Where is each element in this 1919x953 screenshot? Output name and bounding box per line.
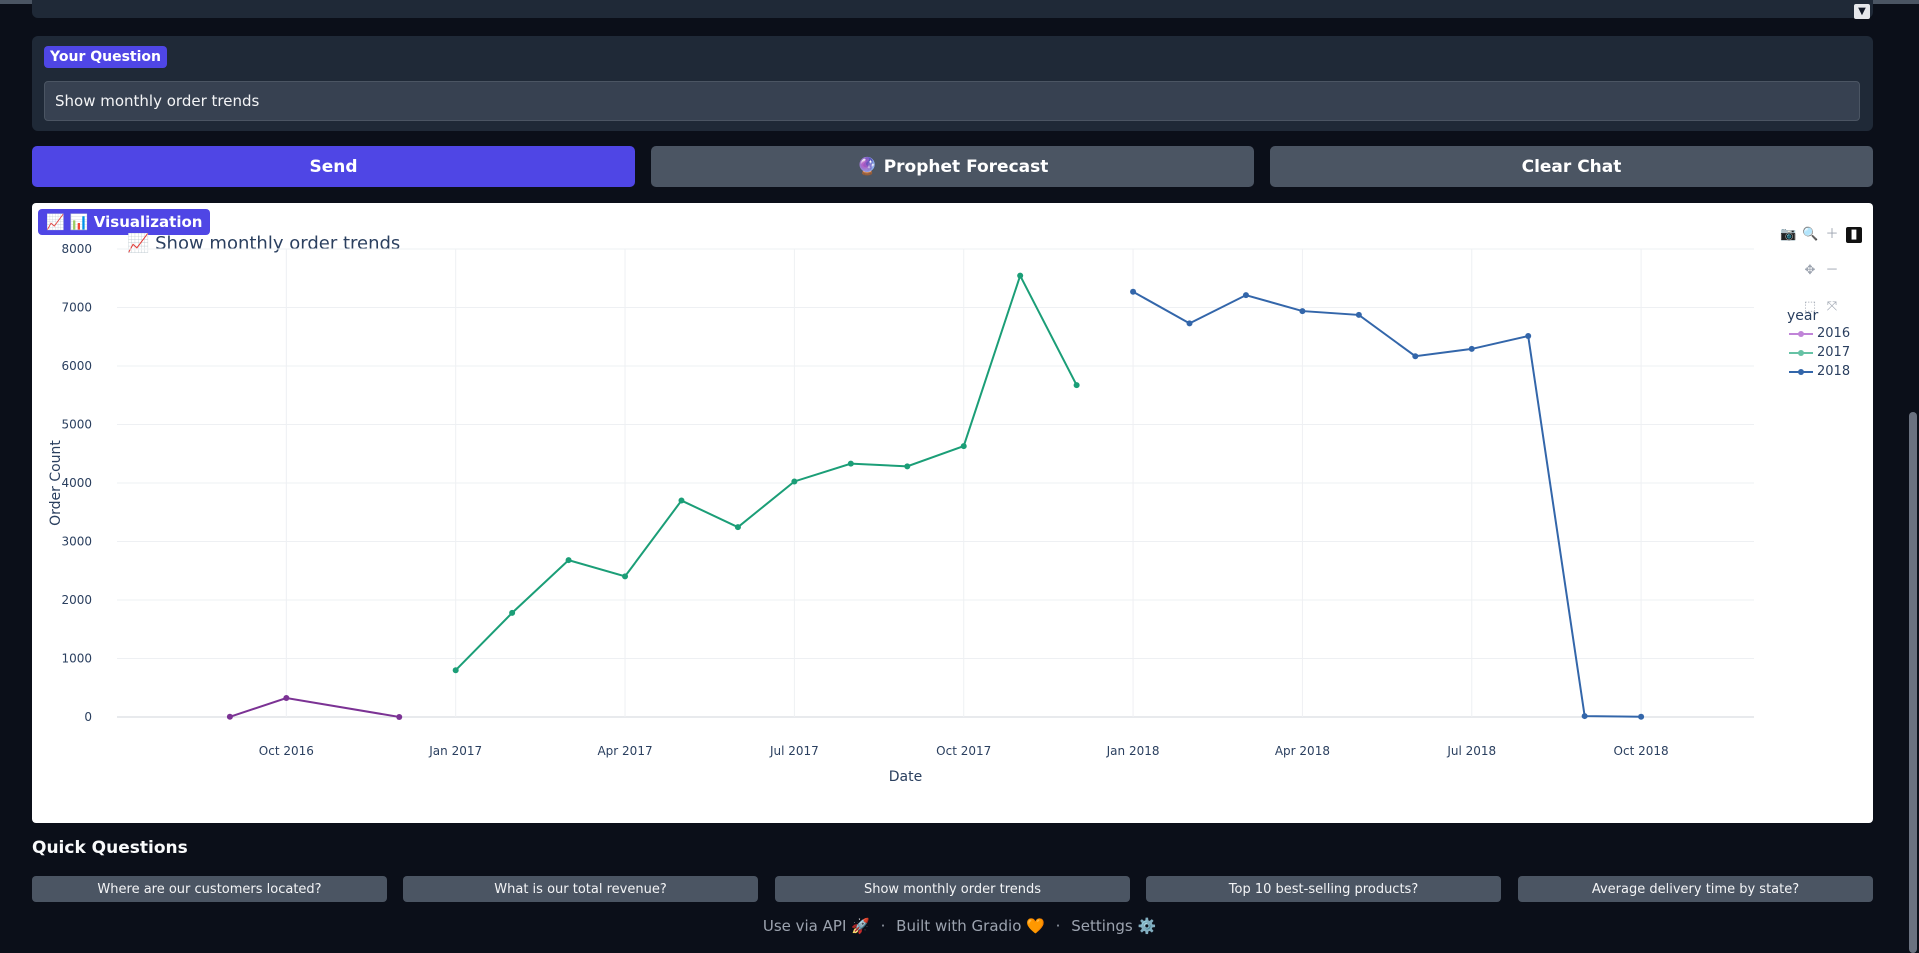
question-label: Your Question <box>44 46 167 68</box>
footer-separator: · <box>880 917 886 935</box>
legend-item-2016[interactable]: 2016 <box>1789 326 1850 341</box>
x-tick-label: Oct 2018 <box>1614 744 1669 758</box>
previous-panel-edge <box>32 0 1873 18</box>
data-point-2018 <box>1355 311 1362 318</box>
settings-link[interactable]: Settings ⚙️ <box>1071 917 1157 935</box>
series-line-2018 <box>1132 290 1642 718</box>
plotly-logo-icon[interactable]: ▮ <box>1846 227 1862 243</box>
x-tick-label: Oct 2017 <box>936 744 991 758</box>
chart-icon: 📈 <box>46 213 70 231</box>
x-tick-label: Oct 2016 <box>259 744 314 758</box>
clear-chat-button[interactable]: Clear Chat <box>1270 146 1873 187</box>
data-point-2017 <box>509 609 516 616</box>
data-point-2016 <box>396 713 403 720</box>
pan-icon[interactable]: ✥ <box>1804 263 1816 278</box>
data-point-2018 <box>1581 713 1588 720</box>
question-input[interactable] <box>44 81 1860 121</box>
zoom-out-icon[interactable]: － <box>1825 263 1839 278</box>
legend-item-2018[interactable]: 2018 <box>1789 364 1850 379</box>
x-tick-label: Jan 2018 <box>1106 744 1160 758</box>
y-tick-label: 7000 <box>61 301 92 315</box>
data-point-2017 <box>565 557 572 564</box>
visualization-panel: 📈 📊 Visualization 📈 Show monthly order t… <box>32 203 1873 823</box>
footer-separator: · <box>1055 917 1061 935</box>
data-point-2017 <box>847 460 854 467</box>
quick-questions-title: Quick Questions <box>32 838 188 858</box>
y-tick-label: 8000 <box>61 242 92 256</box>
legend-swatch-2016 <box>1789 330 1813 337</box>
data-point-2018 <box>1130 288 1137 295</box>
y-tick-label: 1000 <box>61 652 92 666</box>
box-select-icon[interactable]: ⬚ <box>1803 299 1817 314</box>
built-with-gradio-link[interactable]: Built with Gradio 🧡 <box>896 917 1045 935</box>
order-trend-chart[interactable]: 0 1000 2000 3000 4000 5000 6000 7000 8000 Oct 201… <box>32 203 1873 823</box>
data-point-2018 <box>1242 292 1249 299</box>
data-point-2018 <box>1299 308 1306 315</box>
data-point-2017 <box>960 443 967 450</box>
prophet-forecast-button[interactable]: 🔮 Prophet Forecast <box>651 146 1254 187</box>
y-tick-label: 0 <box>84 710 92 724</box>
x-tick-label: Jul 2018 <box>1446 744 1496 758</box>
y-tick-label: 2000 <box>61 593 92 607</box>
x-tick-label: Apr 2018 <box>1275 744 1330 758</box>
data-point-2017 <box>734 524 741 531</box>
y-axis-title: Order Count <box>48 440 64 526</box>
x-tick-label: Apr 2017 <box>597 744 652 758</box>
data-point-2017 <box>452 667 459 674</box>
quick-question-delivery-time[interactable]: Average delivery time by state? <box>1518 876 1873 902</box>
data-point-2018 <box>1638 713 1645 720</box>
scroll-down-icon[interactable]: ▼ <box>1854 4 1870 19</box>
data-point-2018 <box>1468 345 1475 352</box>
zoom-in-icon[interactable]: ＋ <box>1825 227 1839 242</box>
send-button[interactable]: Send <box>32 146 635 187</box>
question-panel: Your Question <box>32 36 1873 131</box>
data-point-2018 <box>1412 353 1419 360</box>
data-point-2018 <box>1525 333 1532 340</box>
data-point-2017 <box>678 497 685 504</box>
use-via-api-link[interactable]: Use via API 🚀 <box>762 917 870 935</box>
x-axis-title: Date <box>889 769 922 785</box>
y-tick-label: 6000 <box>61 359 92 373</box>
y-tick-label: 4000 <box>61 476 92 490</box>
series-line-2017 <box>454 273 1078 671</box>
data-point-2017 <box>904 463 911 470</box>
quick-question-revenue[interactable]: What is our total revenue? <box>403 876 758 902</box>
y-tick-label: 5000 <box>61 418 92 432</box>
camera-icon[interactable]: 📷 <box>1780 227 1797 242</box>
quick-question-monthly-trends[interactable]: Show monthly order trends <box>775 876 1130 902</box>
x-tick-label: Jan 2017 <box>428 744 482 758</box>
series-line-2016 <box>229 697 400 718</box>
quick-question-customers[interactable]: Where are our customers located? <box>32 876 387 902</box>
x-tick-label: Jul 2017 <box>769 744 819 758</box>
data-point-2017 <box>1017 272 1024 279</box>
data-point-2017 <box>1073 382 1080 389</box>
data-point-2018 <box>1186 320 1193 327</box>
data-point-2016 <box>226 713 233 720</box>
quick-question-top-products[interactable]: Top 10 best-selling products? <box>1146 876 1501 902</box>
autoscale-icon[interactable]: ⤧ <box>1826 299 1838 314</box>
legend-swatch-2017 <box>1789 349 1813 356</box>
legend-swatch-2018 <box>1789 368 1813 375</box>
legend-item-2017[interactable]: 2017 <box>1789 345 1850 360</box>
data-point-2016 <box>283 695 290 702</box>
scrollbar-thumb[interactable] <box>1909 412 1917 953</box>
data-point-2017 <box>791 478 798 485</box>
zoom-icon[interactable]: 🔍 <box>1802 227 1819 242</box>
y-tick-label: 3000 <box>61 535 92 549</box>
data-point-2017 <box>622 573 629 580</box>
footer: Use via API 🚀 · Built with Gradio 🧡 · Se… <box>0 917 1919 935</box>
visualization-label: 📈 📊 Visualization <box>38 209 211 235</box>
legend-title: year <box>1787 308 1819 324</box>
